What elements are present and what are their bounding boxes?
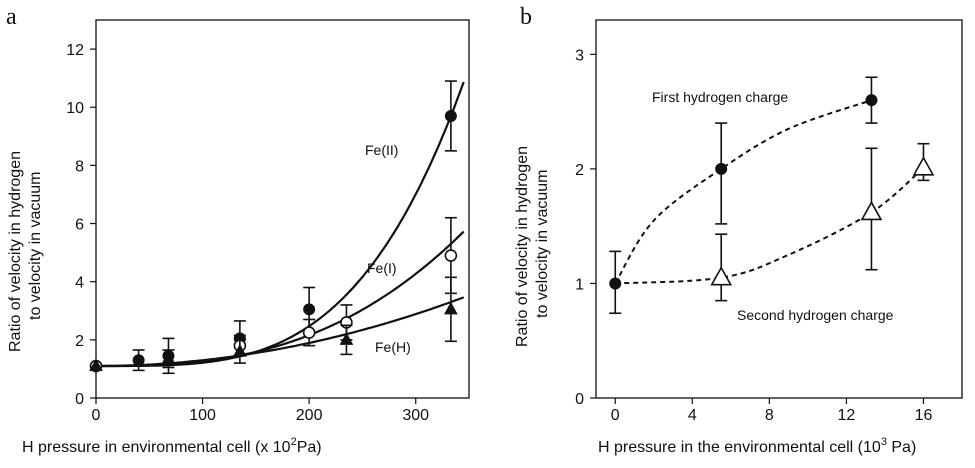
panel-b-y-axis-label-line1: Ratio of velocity in hydrogen bbox=[514, 146, 531, 347]
panel-a-y-axis-label-line1: Ratio of velocity in hydrogen bbox=[7, 151, 24, 352]
point-first-hydrogen-charge bbox=[609, 277, 622, 290]
point-first-hydrogen-charge bbox=[865, 94, 878, 107]
y-tick-label: 0 bbox=[575, 391, 584, 408]
point-fe-h bbox=[161, 351, 176, 364]
curve-fe-h bbox=[96, 296, 465, 368]
x-tick-label: 16 bbox=[915, 407, 933, 424]
panel-a-x-axis-label: H pressure in environmental cell (x 102P… bbox=[22, 436, 322, 456]
y-tick-label: 3 bbox=[575, 47, 584, 64]
y-tick-label: 1 bbox=[575, 276, 584, 293]
y-tick-label: 2 bbox=[575, 162, 584, 179]
x-tick-label: 100 bbox=[189, 407, 216, 424]
panel-a-x-axis-label-end: Pa) bbox=[297, 439, 322, 456]
panel-a-letter: a bbox=[6, 4, 17, 30]
point-fe-ii bbox=[444, 109, 457, 122]
panel-b-x-axis-label-main: H pressure in the environmental cell (10 bbox=[598, 439, 881, 456]
panel-a-y-axis-label-line2: to velocity in vacuum bbox=[27, 171, 44, 320]
annotation-first-hydrogen-charge: First hydrogen charge bbox=[652, 89, 788, 105]
annotation-second-hydrogen-charge: Second hydrogen charge bbox=[737, 307, 894, 323]
curve-label-fe-h: Fe(H) bbox=[375, 339, 411, 355]
curve-label-fe-i: Fe(I) bbox=[367, 260, 397, 276]
panel-a-x-axis-label-main: H pressure in environmental cell (x 10 bbox=[22, 439, 291, 456]
point-second-hydrogen-charge bbox=[710, 266, 733, 286]
x-tick-label: 0 bbox=[92, 407, 101, 424]
x-tick-label: 200 bbox=[296, 407, 323, 424]
panel-a-frame bbox=[95, 19, 470, 399]
curve-fe-ii bbox=[96, 81, 465, 368]
x-tick-label: 4 bbox=[688, 407, 697, 424]
point-fe-ii bbox=[303, 303, 316, 316]
panel-b-frame bbox=[595, 19, 963, 399]
point-fe-h bbox=[339, 332, 354, 345]
x-tick-label: 12 bbox=[838, 407, 856, 424]
point-fe-h bbox=[233, 343, 247, 357]
point-fe-i bbox=[444, 249, 458, 262]
point-fe-h bbox=[89, 358, 103, 372]
point-fe-i bbox=[302, 326, 316, 339]
curve-second-hydrogen-charge bbox=[615, 167, 925, 285]
panel-a: a 0 100 200 300 0 2 4 6 8 10 12 Fe(II) Fe(I) Fe(H)… bbox=[6, 4, 470, 456]
panel-b-x-axis-label-sup: 3 bbox=[881, 436, 887, 448]
x-tick-label: 8 bbox=[765, 407, 774, 424]
y-tick-label: 2 bbox=[75, 333, 84, 350]
y-tick-label: 0 bbox=[75, 391, 84, 408]
panel-b-x-axis-label-end: Pa) bbox=[887, 439, 916, 456]
point-second-hydrogen-charge bbox=[860, 200, 883, 221]
x-tick-label: 0 bbox=[611, 407, 620, 424]
curve-label-fe-ii: Fe(II) bbox=[365, 142, 398, 158]
y-tick-label: 10 bbox=[66, 100, 84, 117]
point-first-hydrogen-charge bbox=[715, 162, 728, 175]
y-tick-label: 6 bbox=[75, 217, 84, 234]
y-tick-label: 8 bbox=[75, 158, 84, 175]
panel-a-x-axis-label-sup: 2 bbox=[291, 436, 297, 448]
panel-b-x-axis-label: H pressure in the environmental cell (10… bbox=[598, 436, 916, 456]
curve-first-hydrogen-charge bbox=[614, 99, 872, 284]
point-second-hydrogen-charge bbox=[912, 156, 935, 176]
y-tick-label: 12 bbox=[66, 42, 84, 59]
panel-b-letter: b bbox=[520, 4, 532, 30]
point-fe-h bbox=[444, 301, 458, 315]
x-tick-label: 300 bbox=[402, 407, 429, 424]
panel-b-y-axis-label-line2: to velocity in vacuum bbox=[534, 169, 551, 318]
point-fe-ii bbox=[132, 354, 145, 367]
y-tick-label: 4 bbox=[75, 275, 84, 292]
